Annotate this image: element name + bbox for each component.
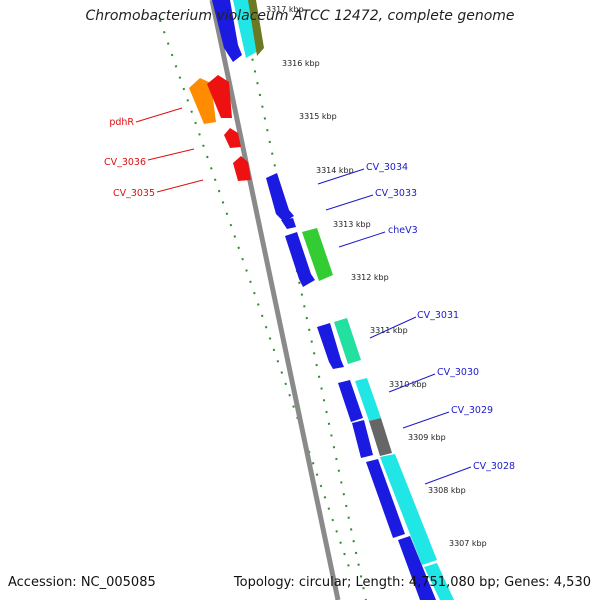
genome-stats-text: Topology: circular; Length: 4,751,080 bp…	[233, 575, 591, 590]
outer-tick-ring	[239, 0, 367, 600]
kbp-label: 3314 kbp	[316, 166, 354, 175]
gene-label-CV_3028[interactable]: CV_3028	[473, 461, 515, 472]
gene-shape	[366, 459, 405, 538]
gene-label-CV_3035: CV_3035	[113, 188, 155, 199]
gene-shape	[369, 418, 392, 456]
gene-shape	[380, 454, 437, 565]
gene-shape	[224, 128, 241, 148]
kbp-label: 3315 kbp	[299, 112, 337, 121]
gene-label-CV_3036[interactable]: CV_3036	[104, 157, 146, 168]
accession-text: Accession: NC_005085	[8, 575, 156, 590]
gene-shape	[285, 232, 315, 287]
leader-line	[156, 179, 204, 193]
gene-shape	[424, 563, 454, 600]
gene-shape	[207, 75, 232, 118]
leader-line	[424, 466, 472, 485]
gene-shape	[233, 0, 260, 58]
kbp-label: 3312 kbp	[351, 273, 389, 282]
kbp-label: 3308 kbp	[428, 486, 466, 495]
map-title: Chromobacterium violaceum ATCC 12472, co…	[85, 8, 515, 24]
gene-shape	[281, 218, 296, 229]
gene-label-CV_3034[interactable]: CV_3034	[366, 162, 408, 173]
gene-label-CV_3033[interactable]: CV_3033	[375, 188, 417, 199]
gene-features	[189, 0, 454, 600]
gene-shape	[317, 323, 344, 369]
leader-line	[338, 231, 386, 248]
gene-label-cheV3[interactable]: cheV3	[388, 225, 418, 236]
kbp-label: 3316 kbp	[282, 59, 320, 68]
kbp-label: 3309 kbp	[408, 433, 446, 442]
gene-shape	[334, 318, 361, 364]
gene-shape	[266, 173, 294, 222]
leader-line	[135, 107, 183, 123]
leader-line	[317, 168, 365, 185]
gene-labels: pdhR CV_3036 CV_3035 CV_3034 CV_3033 che…	[104, 107, 515, 485]
gene-shape	[355, 378, 381, 421]
gene-shape	[338, 380, 363, 422]
gene-shape	[398, 536, 436, 600]
leader-line	[388, 373, 436, 393]
leader-line	[325, 194, 374, 211]
gene-shape	[248, 0, 264, 56]
kbp-label: 3311 kbp	[370, 326, 408, 335]
backbone	[209, 0, 341, 600]
gene-label-CV_3029[interactable]: CV_3029	[451, 405, 493, 416]
gene-shape	[302, 228, 333, 281]
kbp-label: 3317 kbp	[266, 5, 304, 14]
gene-label-CV_3030[interactable]: CV_3030	[437, 367, 479, 378]
gene-label-CV_3031[interactable]: CV_3031	[417, 310, 459, 321]
kbp-label: 3313 kbp	[333, 220, 371, 229]
kbp-label: 3307 kbp	[449, 539, 487, 548]
gene-shape	[212, 0, 242, 62]
leader-line	[402, 411, 450, 429]
kbp-labels: 3317 kbp 3316 kbp 3315 kbp 3314 kbp 3313…	[266, 5, 487, 548]
leader-line	[147, 148, 195, 161]
inner-tick-ring	[159, 19, 351, 571]
gene-shape	[233, 156, 251, 181]
gene-label-pdhR[interactable]: pdhR	[109, 117, 134, 128]
leader-line	[369, 316, 417, 339]
gene-shape	[189, 78, 216, 124]
gene-shape	[352, 420, 373, 458]
